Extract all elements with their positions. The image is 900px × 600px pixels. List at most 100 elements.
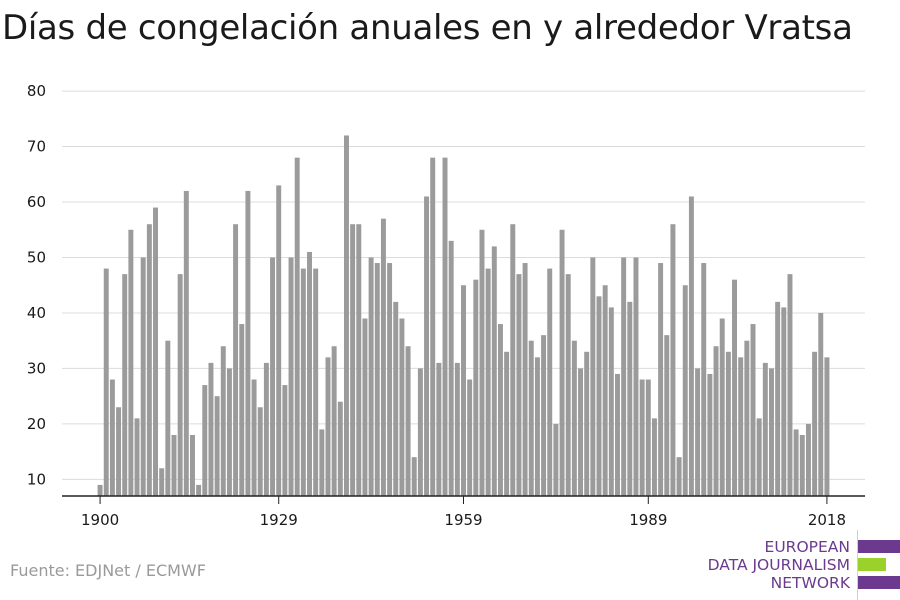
y-tick-label: 50 <box>27 248 46 266</box>
bar <box>436 362 442 496</box>
bar <box>713 346 719 496</box>
bar <box>658 263 664 496</box>
bar <box>159 468 165 496</box>
bar <box>504 351 510 496</box>
bar <box>479 229 485 496</box>
bar <box>781 307 787 496</box>
x-tick-label: 1900 <box>81 511 119 529</box>
bar <box>196 484 202 496</box>
bar <box>608 307 614 496</box>
bar <box>313 268 319 496</box>
bar <box>288 257 294 496</box>
logo-bar-green <box>858 558 886 571</box>
x-tick-label: 1989 <box>629 511 667 529</box>
bar <box>337 401 343 496</box>
bar <box>805 423 811 496</box>
bar <box>522 263 528 496</box>
bar <box>676 457 682 496</box>
bar <box>670 224 676 497</box>
bar <box>461 285 466 496</box>
y-tick-label: 40 <box>27 304 46 322</box>
bar <box>319 429 325 496</box>
bar <box>651 418 657 496</box>
bar <box>664 335 670 496</box>
bar <box>251 379 257 496</box>
bar <box>276 185 282 497</box>
bar <box>128 229 134 496</box>
bar <box>528 340 534 496</box>
bar <box>411 457 417 496</box>
bar <box>122 274 128 496</box>
bar <box>762 362 768 496</box>
bar <box>627 301 633 496</box>
bar <box>756 418 762 496</box>
bar <box>695 368 701 496</box>
bar <box>183 190 189 496</box>
bar <box>732 279 738 496</box>
bar <box>177 274 183 496</box>
x-tick-label: 2018 <box>808 511 846 529</box>
bar <box>245 190 251 496</box>
source-note: Fuente: EDJNet / ECMWF <box>10 561 206 580</box>
bar <box>565 274 571 496</box>
bar <box>467 379 473 496</box>
bar <box>430 157 436 497</box>
edjnet-logo[interactable]: EUROPEAN DATA JOURNALISM NETWORK <box>700 530 900 600</box>
bar <box>596 296 602 496</box>
bar-chart: 10 20 30 40 50 60 70 80 1900 1929 1959 1989 2018 <box>27 82 865 529</box>
bar <box>331 346 337 496</box>
bar <box>688 196 694 497</box>
y-tick-label: 80 <box>27 82 46 100</box>
bar <box>701 263 707 496</box>
x-tick-label: 1929 <box>260 511 298 529</box>
bar <box>134 418 140 496</box>
y-tick-label: 60 <box>27 193 46 211</box>
bar <box>294 157 300 497</box>
bar <box>744 340 750 496</box>
bar <box>103 268 109 496</box>
bar <box>387 263 393 496</box>
bar <box>140 257 146 496</box>
bar <box>571 340 577 496</box>
bar <box>233 224 239 497</box>
logo-line-3: NETWORK <box>770 574 850 592</box>
bar <box>307 251 312 496</box>
bar <box>380 218 386 496</box>
bar <box>239 324 245 496</box>
y-tick-label: 10 <box>27 470 46 488</box>
chart-title: Días de congelación anuales en y alreded… <box>2 8 853 48</box>
bar <box>725 351 731 496</box>
bar <box>818 312 824 496</box>
bar <box>417 368 423 496</box>
bar <box>738 357 744 496</box>
bar <box>602 285 608 496</box>
bar <box>553 423 559 496</box>
bar <box>621 257 627 496</box>
bar <box>584 351 590 496</box>
bar <box>510 224 516 497</box>
bar <box>497 324 503 496</box>
logo-bar-purple-bottom <box>858 576 900 589</box>
bar <box>719 318 725 496</box>
bar <box>189 434 195 496</box>
bar <box>547 268 553 496</box>
bar <box>590 257 596 496</box>
bar <box>454 362 460 496</box>
bar <box>485 268 491 496</box>
bar <box>220 346 226 496</box>
bar <box>787 274 793 496</box>
logo-divider <box>857 530 858 600</box>
y-tick-label: 70 <box>27 138 46 156</box>
bar <box>442 157 448 497</box>
bar <box>374 263 380 496</box>
bar <box>393 301 399 496</box>
bar <box>109 379 115 496</box>
bar <box>97 484 103 496</box>
bar <box>799 434 805 496</box>
bar <box>116 407 122 496</box>
y-tick-label: 30 <box>27 359 46 377</box>
bar <box>350 224 356 497</box>
bar <box>257 407 263 496</box>
bar <box>491 246 497 496</box>
bar <box>682 285 688 496</box>
